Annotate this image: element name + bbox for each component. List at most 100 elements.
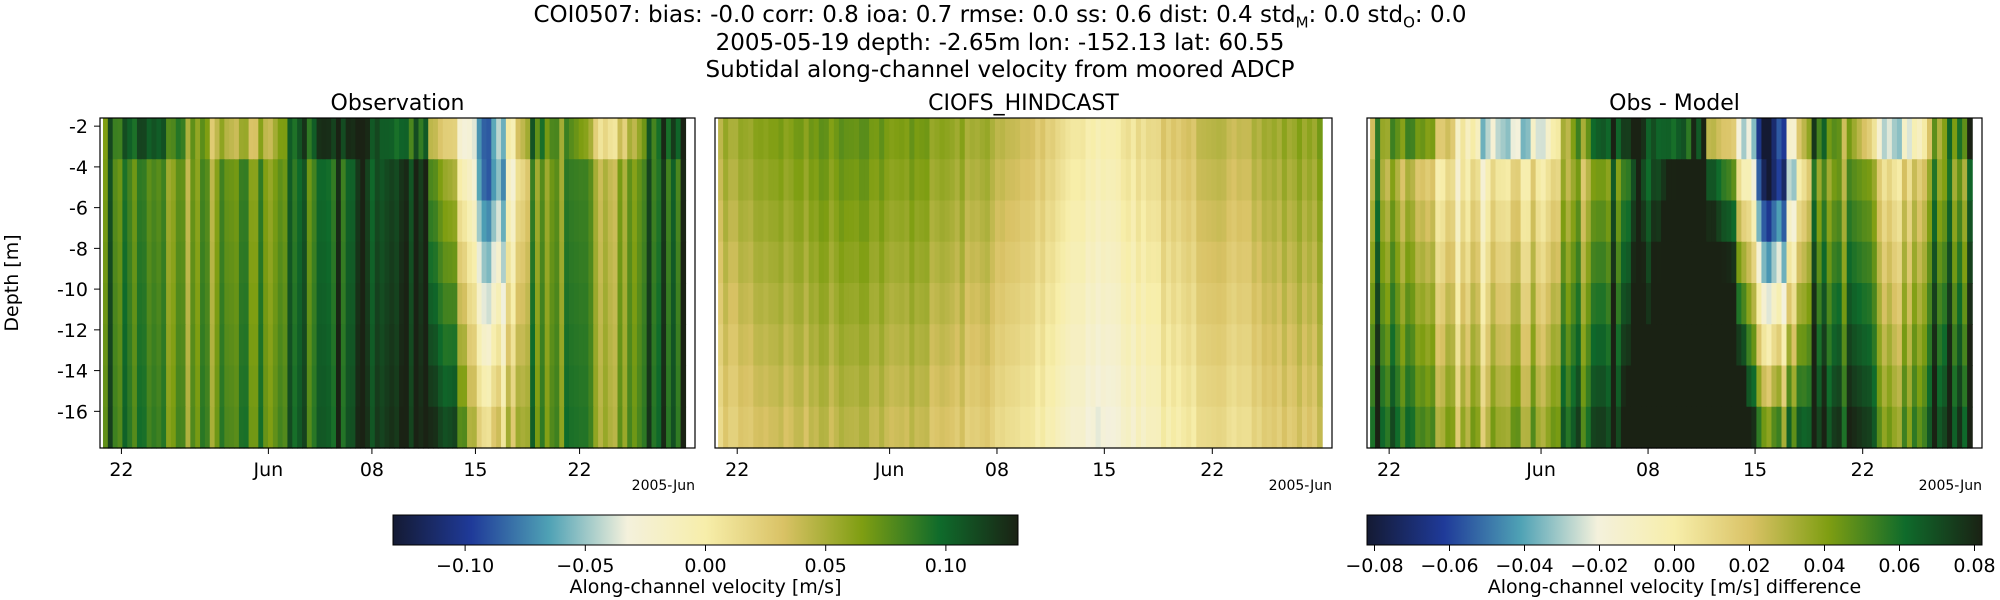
heatmap-cell: [1761, 324, 1768, 367]
heatmap-cell: [146, 283, 153, 325]
heatmap-cell: [394, 159, 400, 202]
heatmap-cell: [1585, 283, 1592, 325]
heatmap-cell: [1520, 118, 1527, 160]
heatmap-cell: [680, 406, 687, 449]
heatmap-cell: [1307, 200, 1313, 243]
heatmap-cell: [136, 406, 143, 449]
x-tick-label: 22: [1851, 459, 1875, 481]
heatmap-cell: [413, 200, 420, 243]
heatmap-cell: [1871, 118, 1878, 160]
heatmap-cell: [680, 241, 687, 284]
colorbar-tick-label: 0.08: [1953, 555, 1995, 577]
heatmap-cell: [1947, 241, 1953, 284]
heatmap-cell: [1671, 283, 1677, 325]
heatmap-cell: [578, 283, 585, 325]
heatmap-cell: [1947, 283, 1953, 325]
heatmap-cell: [418, 118, 424, 160]
heatmap-cell: [1871, 324, 1878, 367]
heatmap-cell: [1711, 200, 1717, 243]
heatmap-cell: [1430, 241, 1436, 284]
heatmap-cell: [1916, 283, 1923, 325]
heatmap-cell: [1585, 200, 1592, 243]
heatmap-cell: [321, 118, 327, 160]
heatmap-cell: [1226, 365, 1233, 408]
heatmap-cell: [1796, 283, 1803, 325]
heatmap-cell: [641, 159, 648, 202]
heatmap-cell: [999, 324, 1006, 367]
heatmap-cell: [666, 200, 672, 243]
heatmap-cell: [1535, 406, 1542, 449]
heatmap-cell: [1896, 159, 1903, 202]
heatmap-cell: [1286, 200, 1293, 243]
heatmap-cell: [773, 159, 780, 202]
heatmap-cell: [763, 283, 770, 325]
heatmap-cell: [1231, 365, 1238, 408]
heatmap-cell: [1696, 241, 1702, 284]
heatmap-cell: [277, 241, 284, 284]
heatmap-cell: [302, 159, 308, 202]
heatmap-cell: [1125, 324, 1132, 367]
heatmap-cell: [651, 159, 657, 202]
heatmap-cell: [813, 283, 820, 325]
heatmap-cell: [1811, 406, 1818, 449]
heatmap-cell: [1410, 241, 1416, 284]
heatmap-cell: [1641, 365, 1647, 408]
heatmap-cell: [200, 118, 206, 160]
heatmap-cell: [1856, 241, 1863, 284]
heatmap-cell: [1140, 406, 1147, 449]
heatmap-cell: [1166, 324, 1172, 367]
heatmap-cell: [808, 365, 815, 408]
heatmap-cell: [728, 324, 734, 367]
heatmap-cell: [413, 324, 420, 367]
heatmap-cell: [384, 241, 390, 284]
heatmap-cell: [306, 159, 313, 202]
heatmap-cell: [1846, 324, 1853, 367]
heatmap-cell: [253, 200, 259, 243]
heatmap-cell: [641, 365, 648, 408]
heatmap-cell: [627, 324, 633, 367]
heatmap-cell: [904, 118, 910, 160]
heatmap-cell: [1801, 406, 1808, 449]
heatmap-cell: [1261, 324, 1268, 367]
heatmap-cell: [491, 406, 497, 449]
heatmap-cell: [1025, 241, 1031, 284]
heatmap-cell: [360, 241, 366, 284]
heatmap-cell: [1520, 324, 1527, 367]
heatmap-cell: [909, 365, 915, 408]
heatmap-cell: [646, 406, 653, 449]
heatmap-cell: [505, 200, 512, 243]
heatmap-cell: [554, 241, 560, 284]
heatmap-cell: [1686, 406, 1692, 449]
heatmap-cell: [1841, 118, 1848, 160]
heatmap-cell: [753, 118, 759, 160]
heatmap-cell: [481, 283, 488, 325]
heatmap-cell: [813, 324, 820, 367]
heatmap-cell: [1211, 406, 1218, 449]
heatmap-cell: [481, 406, 488, 449]
heatmap-cell: [632, 406, 638, 449]
heatmap-cell: [884, 118, 890, 160]
heatmap-cell: [675, 406, 682, 449]
heatmap-cell: [559, 324, 565, 367]
heatmap-cell: [984, 200, 991, 243]
heatmap-cell: [874, 283, 880, 325]
heatmap-cell: [1801, 159, 1808, 202]
heatmap-cell: [258, 200, 264, 243]
heatmap-cell: [894, 283, 900, 325]
heatmap-cell: [1070, 241, 1077, 284]
heatmap-cell: [437, 200, 444, 243]
heatmap-cell: [180, 118, 187, 160]
heatmap-cell: [1666, 365, 1672, 408]
heatmap-cell: [1846, 118, 1853, 160]
heatmap-cell: [929, 406, 936, 449]
heatmap-cell: [515, 324, 522, 367]
heatmap-cell: [874, 406, 880, 449]
heatmap-cell: [209, 406, 216, 449]
heatmap-cell: [989, 118, 996, 160]
heatmap-cell: [718, 324, 724, 367]
heatmap-cell: [229, 241, 235, 284]
heatmap-cell: [617, 118, 623, 160]
heatmap-cell: [379, 159, 386, 202]
heatmap-cell: [1435, 159, 1441, 202]
